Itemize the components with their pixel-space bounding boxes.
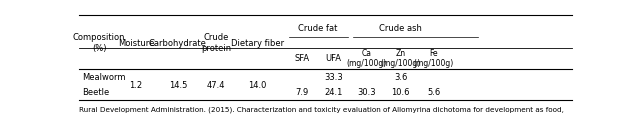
Text: Rural Development Administration. (2015). Characterization and toxicity evaluati: Rural Development Administration. (2015)… bbox=[79, 106, 565, 114]
Text: Beetle: Beetle bbox=[82, 87, 109, 96]
Text: 1.2: 1.2 bbox=[130, 80, 142, 89]
Text: Crude fat: Crude fat bbox=[298, 24, 337, 33]
Text: Crude
protein: Crude protein bbox=[201, 33, 231, 52]
Text: 24.1: 24.1 bbox=[324, 87, 342, 96]
Text: 5.6: 5.6 bbox=[427, 87, 440, 96]
Text: 10.6: 10.6 bbox=[392, 87, 410, 96]
Text: Dietary fiber: Dietary fiber bbox=[231, 38, 284, 47]
Text: UFA: UFA bbox=[325, 54, 341, 62]
Text: 7.9: 7.9 bbox=[295, 87, 309, 96]
Text: 47.4: 47.4 bbox=[207, 80, 225, 89]
Text: Moisture: Moisture bbox=[117, 38, 154, 47]
Text: Crude ash: Crude ash bbox=[379, 24, 422, 33]
Text: Composition
(%): Composition (%) bbox=[73, 33, 125, 52]
Text: Carbohydrate: Carbohydrate bbox=[149, 38, 207, 47]
Text: Mealworm: Mealworm bbox=[82, 73, 125, 82]
Text: Zn
(mg/100g): Zn (mg/100g) bbox=[380, 48, 421, 68]
Text: 14.5: 14.5 bbox=[169, 80, 187, 89]
Text: SFA: SFA bbox=[294, 54, 309, 62]
Text: 30.3: 30.3 bbox=[357, 87, 375, 96]
Text: 3.6: 3.6 bbox=[394, 73, 408, 82]
Text: 14.0: 14.0 bbox=[248, 80, 267, 89]
Text: 33.3: 33.3 bbox=[324, 73, 343, 82]
Text: Fe
(mg/100g): Fe (mg/100g) bbox=[413, 48, 454, 68]
Text: Ca
(mg/100g): Ca (mg/100g) bbox=[346, 48, 387, 68]
